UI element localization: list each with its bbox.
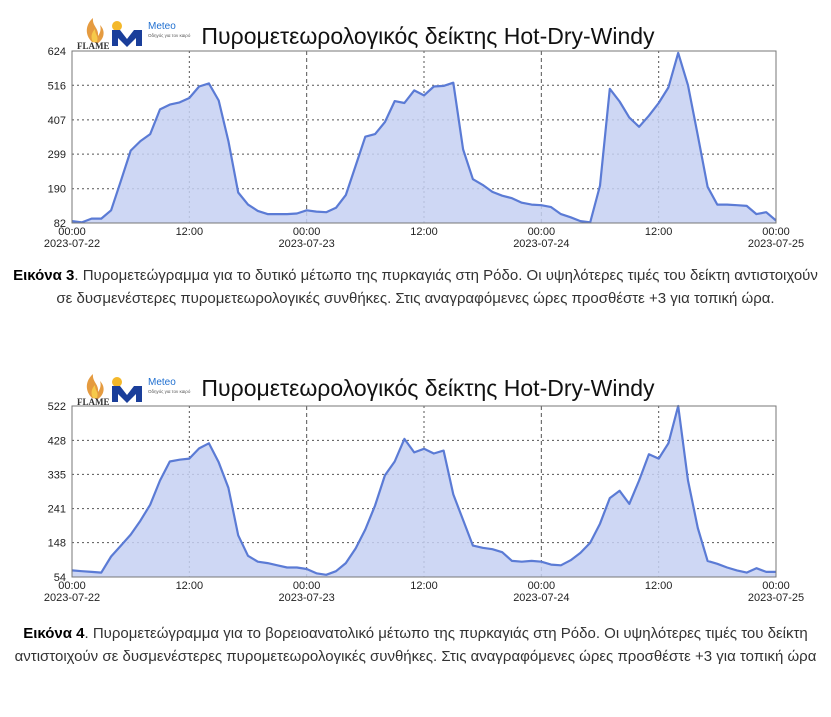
x-tick-time: 00:00 [762, 580, 790, 592]
y-tick-label: 241 [48, 504, 66, 516]
x-tick-time: 00:00 [58, 226, 86, 238]
x-tick-date: 2023-07-22 [44, 592, 100, 604]
flame-label: FLAME [77, 397, 110, 407]
sun-icon [112, 21, 122, 31]
y-tick-label: 299 [48, 149, 66, 161]
flame-inner-icon [91, 29, 98, 42]
x-tick-time: 12:00 [645, 226, 673, 238]
x-tick-time: 00:00 [58, 580, 86, 592]
flame-logo: FLAME [77, 18, 110, 51]
chart-title: Πυρομετεωρολογικός δείκτης Hot-Dry-Windy [201, 375, 655, 401]
chart-title: Πυρομετεωρολογικός δείκτης Hot-Dry-Windy [201, 23, 655, 49]
sun-icon [112, 377, 122, 387]
figure-4: FLAME Meteo Οδηγός για τον καιρό Πυρομετεωρ… [0, 366, 831, 717]
meteo-tagline: Οδηγός για τον καιρό [148, 32, 191, 38]
x-tick-date: 2023-07-25 [748, 592, 804, 604]
caption-text: . Πυρομετεώγραμμα για το δυτικό μέτωπο τ… [56, 267, 818, 307]
meteo-tagline: Οδηγός για τον καιρό [148, 388, 191, 394]
x-tick-time: 12:00 [176, 580, 204, 592]
y-tick-label: 335 [48, 469, 66, 481]
y-tick-label: 82 [54, 218, 66, 230]
x-tick-time: 00:00 [293, 580, 321, 592]
series-area [72, 406, 776, 577]
x-tick-time: 00:00 [293, 226, 321, 238]
flame-label: FLAME [77, 41, 110, 51]
y-tick-label: 190 [48, 184, 66, 196]
x-tick-date: 2023-07-22 [44, 238, 100, 250]
y-tick-label: 624 [48, 46, 66, 58]
flame-icon [86, 18, 104, 43]
plot-frame [71, 405, 777, 578]
series-area [72, 52, 776, 224]
y-tick-label: 54 [54, 572, 66, 584]
x-tick-time: 12:00 [645, 580, 673, 592]
flame-icon [86, 374, 104, 399]
x-tick-time: 12:00 [410, 580, 438, 592]
figure-4-caption: Εικόνα 4. Πυρομετεώγραμμα για το βορειοα… [10, 622, 821, 668]
y-tick-label: 522 [48, 401, 66, 413]
caption-label: Εικόνα 4 [23, 625, 85, 642]
x-tick-time: 00:00 [528, 580, 556, 592]
y-tick-label: 148 [48, 538, 66, 550]
x-tick-time: 00:00 [528, 226, 556, 238]
figure-3: FLAME Meteo Οδηγός για τον καιρό Πυρομετεωρ… [10, 18, 821, 310]
meteo-label: Meteo [148, 21, 176, 32]
x-tick-date: 2023-07-24 [513, 238, 569, 250]
caption-text: . Πυρομετεώγραμμα για το βορειοανατολικό… [14, 625, 817, 665]
meteo-m-icon [112, 386, 142, 403]
series-line [71, 51, 777, 224]
figure-3-caption: Εικόνα 3. Πυρομετεώγραμμα για το δυτικό … [10, 264, 821, 310]
caption-label: Εικόνα 3 [13, 267, 75, 284]
flame-inner-icon [91, 385, 98, 398]
x-tick-date: 2023-07-23 [279, 592, 335, 604]
flame-logo: FLAME [77, 374, 110, 407]
x-tick-date: 2023-07-25 [748, 238, 804, 250]
plot-frame [71, 50, 777, 224]
x-tick-date: 2023-07-24 [513, 592, 569, 604]
meteo-m-icon [112, 30, 142, 47]
x-tick-time: 00:00 [762, 226, 790, 238]
x-tick-time: 12:00 [176, 226, 204, 238]
x-tick-date: 2023-07-23 [279, 238, 335, 250]
y-tick-label: 516 [48, 80, 66, 92]
series-line [71, 404, 776, 576]
x-tick-time: 12:00 [410, 226, 438, 238]
meteo-label: Meteo [148, 377, 176, 388]
y-tick-label: 428 [48, 435, 66, 447]
y-tick-label: 407 [48, 115, 66, 127]
